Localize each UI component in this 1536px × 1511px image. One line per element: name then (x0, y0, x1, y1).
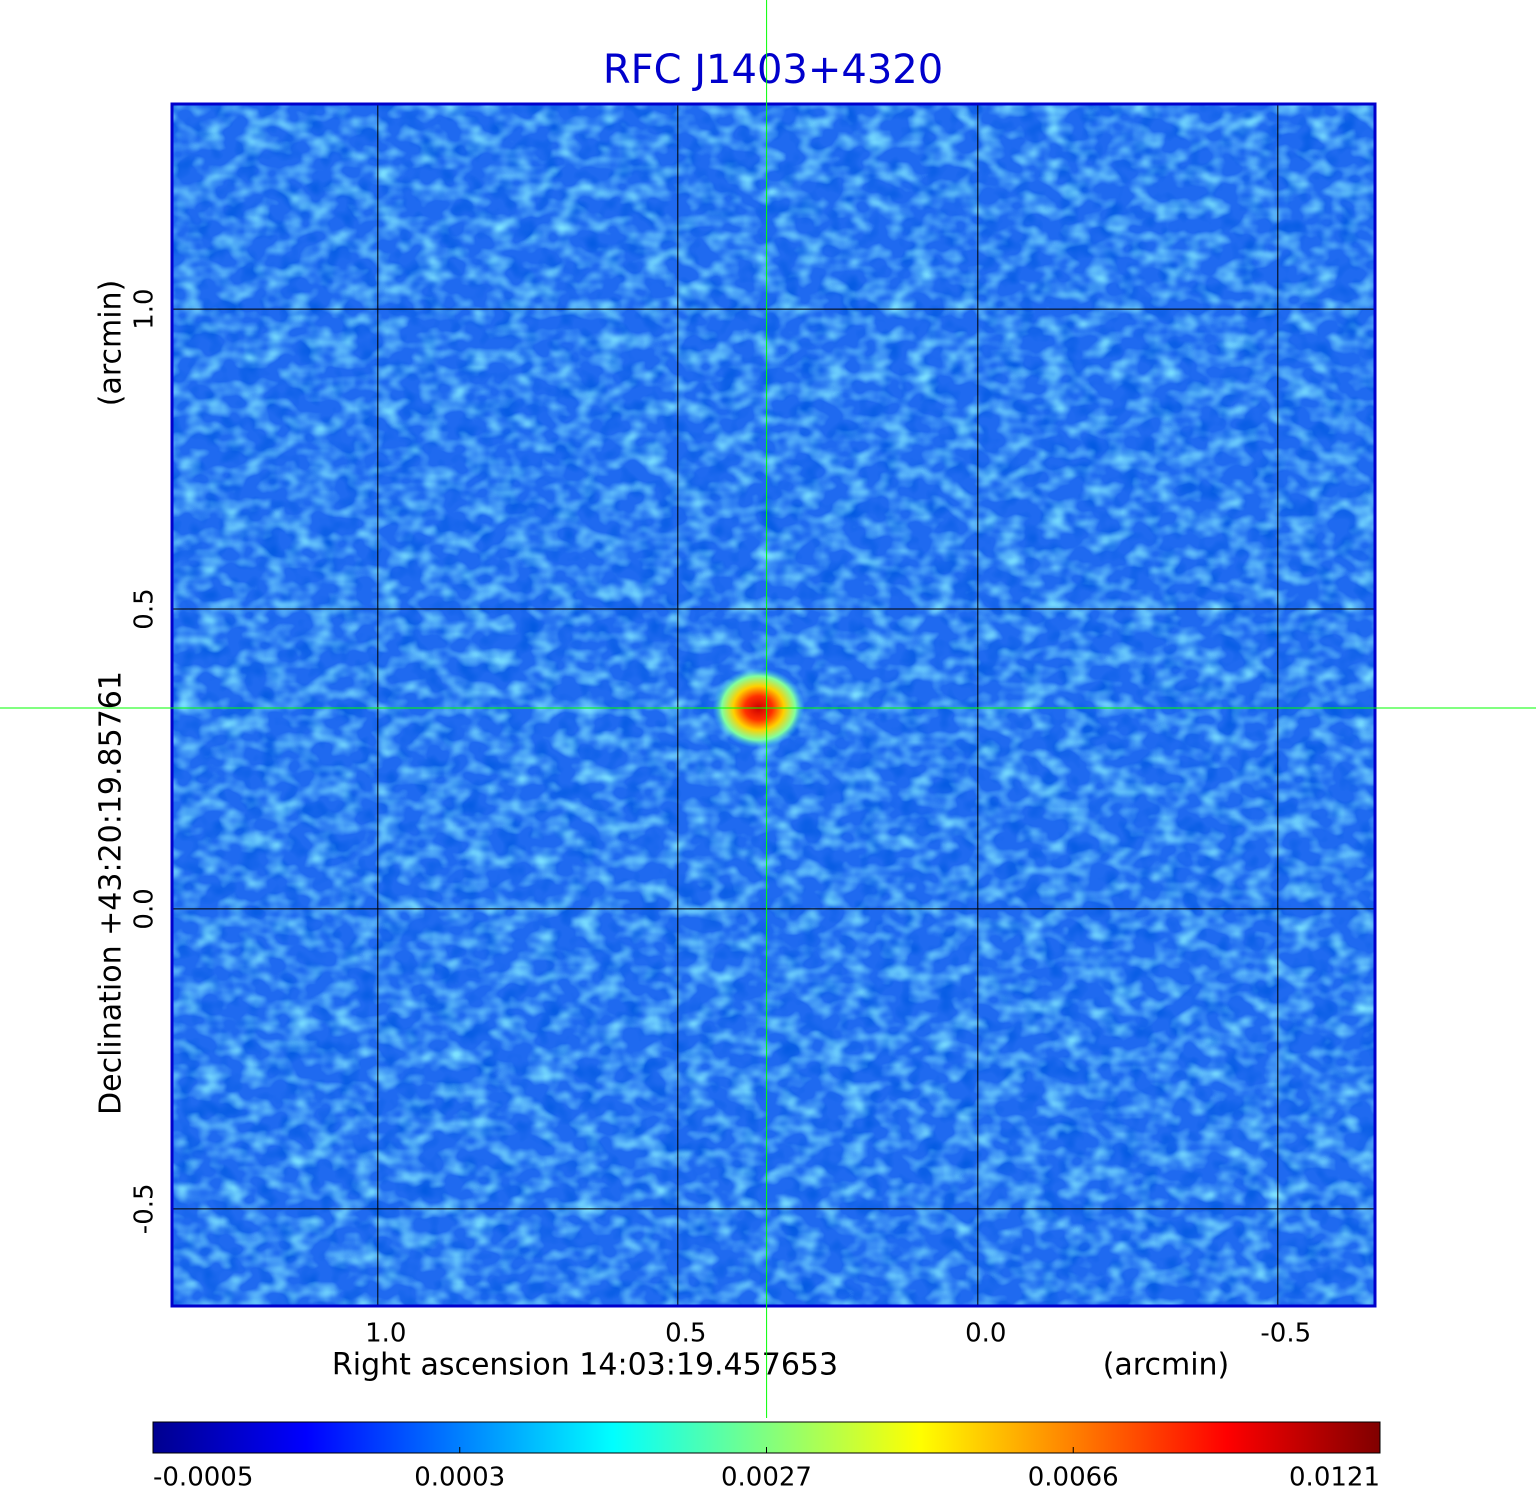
colorbar-tick-label: 0.0066 (1028, 1463, 1119, 1493)
x-axis-unit: (arcmin) (1103, 1348, 1230, 1383)
y-tick-label: 0.0 (130, 888, 160, 929)
x-axis-label: Right ascension 14:03:19.457653 (332, 1348, 838, 1383)
x-tick-label: -0.5 (1260, 1319, 1311, 1349)
x-tick-label: 0.5 (665, 1319, 706, 1349)
y-tick-label: -0.5 (130, 1183, 160, 1234)
chart-title: RFC J1403+4320 (603, 47, 943, 93)
y-axis-label: Declination +43:20:19.85761 (94, 671, 129, 1115)
x-tick-label: 1.0 (365, 1319, 406, 1349)
colorbar-tick-label: 0.0003 (414, 1463, 505, 1493)
x-tick-label: 0.0 (965, 1319, 1006, 1349)
y-tick-label: 1.0 (130, 288, 160, 329)
y-tick-label: 0.5 (130, 588, 160, 629)
y-axis-unit: (arcmin) (94, 280, 129, 407)
frame (170, 102, 1377, 1308)
colorbar-tick-label: -0.0005 (153, 1463, 253, 1493)
colorbar-tick-label: 0.0121 (1289, 1463, 1380, 1493)
colorbar-tick-label: 0.0027 (721, 1463, 812, 1493)
